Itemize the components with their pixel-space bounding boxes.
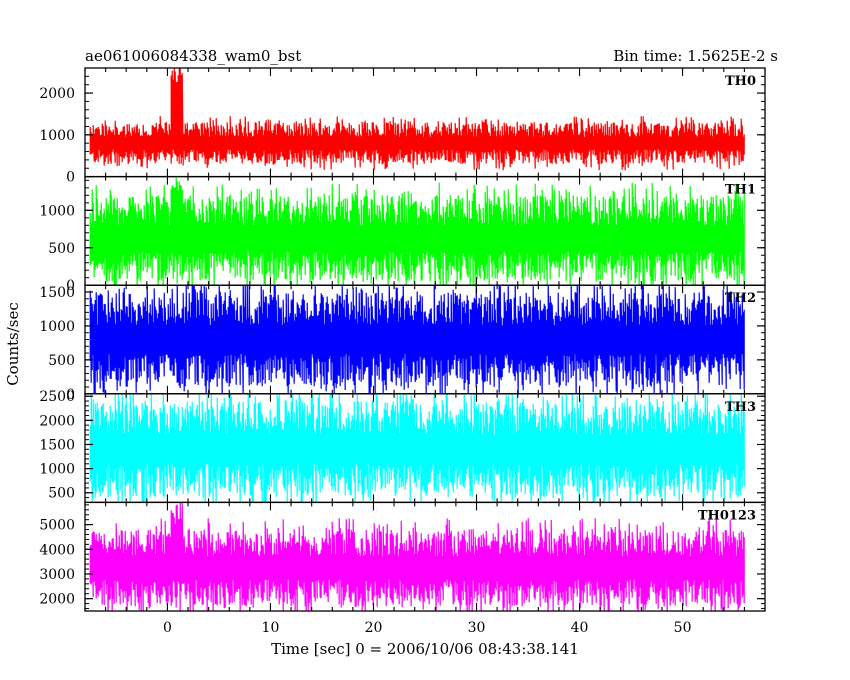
y-tick-label: 1500 [39, 285, 75, 301]
y-tick-label: 1000 [39, 319, 75, 335]
y-tick-label: 500 [48, 353, 75, 369]
y-tick-label: 1000 [39, 128, 75, 144]
y-tick-label: 1500 [39, 437, 75, 453]
y-tick-label: 0 [66, 387, 75, 403]
series-th0123 [89, 502, 745, 611]
x-tick-label: 30 [468, 620, 486, 636]
series-th3 [89, 393, 745, 503]
y-tick-label: 1000 [39, 203, 75, 219]
x-tick-label: 20 [365, 620, 383, 636]
panel-frame [84, 67, 766, 178]
panel-th1: 0 500 1000 TH1 [39, 175, 766, 294]
series-th0 [89, 68, 745, 171]
panel-label: TH0 [725, 74, 756, 89]
chart-title: ae061006084338_wam0_bst [85, 47, 301, 65]
series-th2 [89, 285, 745, 394]
x-tick-label: 10 [262, 620, 280, 636]
y-axis-label: Counts/sec [4, 302, 22, 386]
y-tick-label: 5000 [39, 518, 75, 534]
panel-th3: 500 1000 1500 2000 2500 TH3 [39, 389, 766, 504]
bin-time-label: Bin time: 1.5625E-2 s [613, 47, 778, 65]
y-tick-label: 500 [48, 486, 75, 502]
series-th1 [89, 176, 745, 286]
y-tick-label: 0 [66, 278, 75, 294]
panels-group: 0 1000 2000 TH0 0 500 1000 TH1 0 500 1000 1500 TH2 50… [39, 67, 766, 612]
x-tick-label: 50 [674, 620, 692, 636]
panel-th0123: 2000 3000 4000 5000 TH0123 [39, 501, 766, 612]
panel-th2: 0 500 1000 1500 TH2 [39, 284, 766, 403]
y-tick-label: 2000 [39, 413, 75, 429]
y-tick-label: 0 [66, 170, 75, 186]
panel-label: TH3 [725, 400, 756, 415]
x-tick-label: 0 [163, 620, 172, 636]
x-tick-label: 40 [571, 620, 589, 636]
panel-label: TH1 [725, 183, 756, 198]
x-axis: 0 10 20 30 40 50 [163, 620, 692, 636]
y-tick-label: 2000 [39, 592, 75, 608]
y-tick-label: 1000 [39, 462, 75, 478]
panel-label: TH0123 [698, 508, 756, 523]
panel-frame [84, 501, 766, 612]
y-tick-label: 2500 [39, 389, 75, 405]
y-tick-label: 4000 [39, 542, 75, 558]
x-axis-label: Time [sec] 0 = 2006/10/06 08:43:38.141 [271, 640, 579, 658]
y-tick-label: 500 [48, 241, 75, 257]
panel-label: TH2 [725, 291, 756, 306]
y-tick-label: 2000 [39, 86, 75, 102]
y-tick-label: 3000 [39, 567, 75, 583]
panel-th0: 0 1000 2000 TH0 [39, 67, 766, 186]
